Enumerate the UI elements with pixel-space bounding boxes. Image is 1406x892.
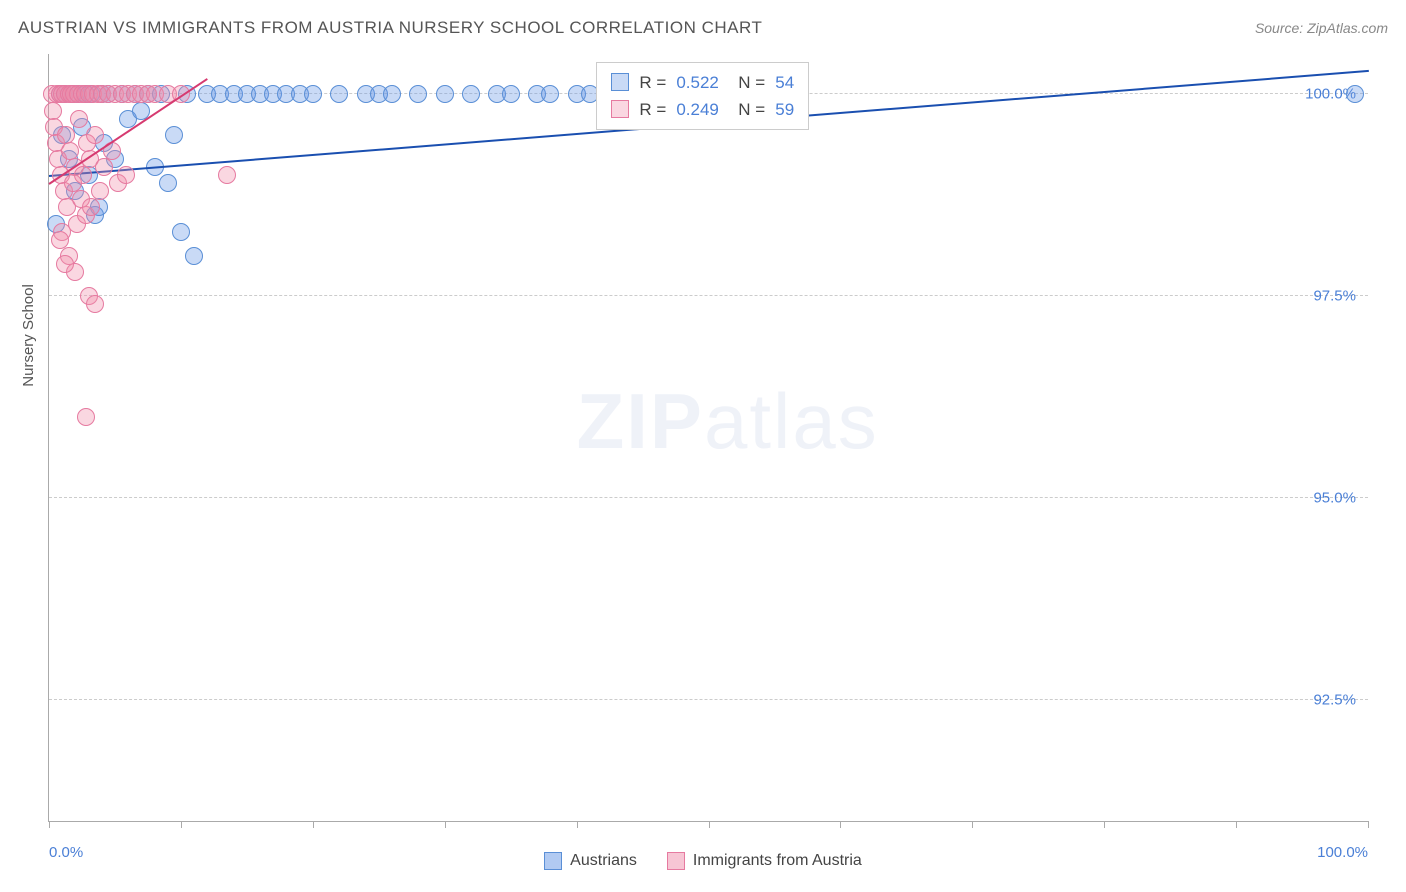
scatter-plot: ZIPatlas 92.5%95.0%97.5%100.0%0.0%100.0%… (48, 54, 1368, 822)
x-tick (313, 821, 314, 828)
x-tick (49, 821, 50, 828)
watermark-rest: atlas (704, 377, 879, 465)
y-tick-label: 92.5% (1313, 691, 1356, 708)
data-point (436, 85, 454, 103)
data-point (330, 85, 348, 103)
stat-n-value: 59 (775, 96, 794, 123)
x-tick (445, 821, 446, 828)
legend-label: Immigrants from Austria (693, 852, 862, 870)
x-tick (1236, 821, 1237, 828)
x-tick (709, 821, 710, 828)
legend-item: Austrians (544, 852, 637, 870)
x-tick (1104, 821, 1105, 828)
data-point (159, 174, 177, 192)
legend-label: Austrians (570, 852, 637, 870)
x-tick (577, 821, 578, 828)
stat-r-value: 0.249 (676, 96, 719, 123)
data-point (541, 85, 559, 103)
gridline-h (49, 497, 1368, 498)
data-point (82, 198, 100, 216)
x-tick (1368, 821, 1369, 828)
data-point (86, 295, 104, 313)
legend-swatch-icon (667, 852, 685, 870)
stat-r-value: 0.522 (676, 69, 719, 96)
y-tick-label: 97.5% (1313, 288, 1356, 305)
bottom-legend: Austrians Immigrants from Austria (0, 852, 1406, 870)
stat-r-label: R = (639, 69, 666, 96)
data-point (77, 408, 95, 426)
y-tick-label: 95.0% (1313, 490, 1356, 507)
stat-n-value: 54 (775, 69, 794, 96)
title-bar: AUSTRIAN VS IMMIGRANTS FROM AUSTRIA NURS… (18, 18, 1388, 38)
data-point (70, 110, 88, 128)
data-point (462, 85, 480, 103)
data-point (185, 247, 203, 265)
x-tick (972, 821, 973, 828)
legend-swatch-icon (611, 100, 629, 118)
stats-box: R = 0.522 N = 54R = 0.249 N = 59 (596, 62, 809, 130)
chart-title: AUSTRIAN VS IMMIGRANTS FROM AUSTRIA NURS… (18, 18, 762, 38)
data-point (86, 126, 104, 144)
stats-row: R = 0.522 N = 54 (611, 69, 794, 96)
stat-r-label: R = (639, 96, 666, 123)
data-point (165, 126, 183, 144)
data-point (1346, 85, 1364, 103)
stat-n-label: N = (729, 69, 765, 96)
data-point (51, 231, 69, 249)
plot-area: Nursery School ZIPatlas 92.5%95.0%97.5%1… (48, 54, 1368, 822)
gridline-h (49, 295, 1368, 296)
data-point (218, 166, 236, 184)
gridline-h (49, 699, 1368, 700)
legend-swatch-icon (544, 852, 562, 870)
legend-swatch-icon (611, 73, 629, 91)
data-point (304, 85, 322, 103)
data-point (57, 126, 75, 144)
data-point (56, 255, 74, 273)
data-point (172, 223, 190, 241)
y-axis-label: Nursery School (20, 284, 37, 387)
data-point (409, 85, 427, 103)
stats-row: R = 0.249 N = 59 (611, 96, 794, 123)
data-point (95, 158, 113, 176)
data-point (383, 85, 401, 103)
x-tick (840, 821, 841, 828)
source-text: Source: ZipAtlas.com (1255, 20, 1388, 36)
data-point (117, 166, 135, 184)
watermark: ZIPatlas (577, 376, 879, 467)
x-tick (181, 821, 182, 828)
stat-n-label: N = (729, 96, 765, 123)
watermark-bold: ZIP (577, 377, 704, 465)
data-point (74, 166, 92, 184)
legend-item: Immigrants from Austria (667, 852, 862, 870)
data-point (91, 182, 109, 200)
data-point (502, 85, 520, 103)
